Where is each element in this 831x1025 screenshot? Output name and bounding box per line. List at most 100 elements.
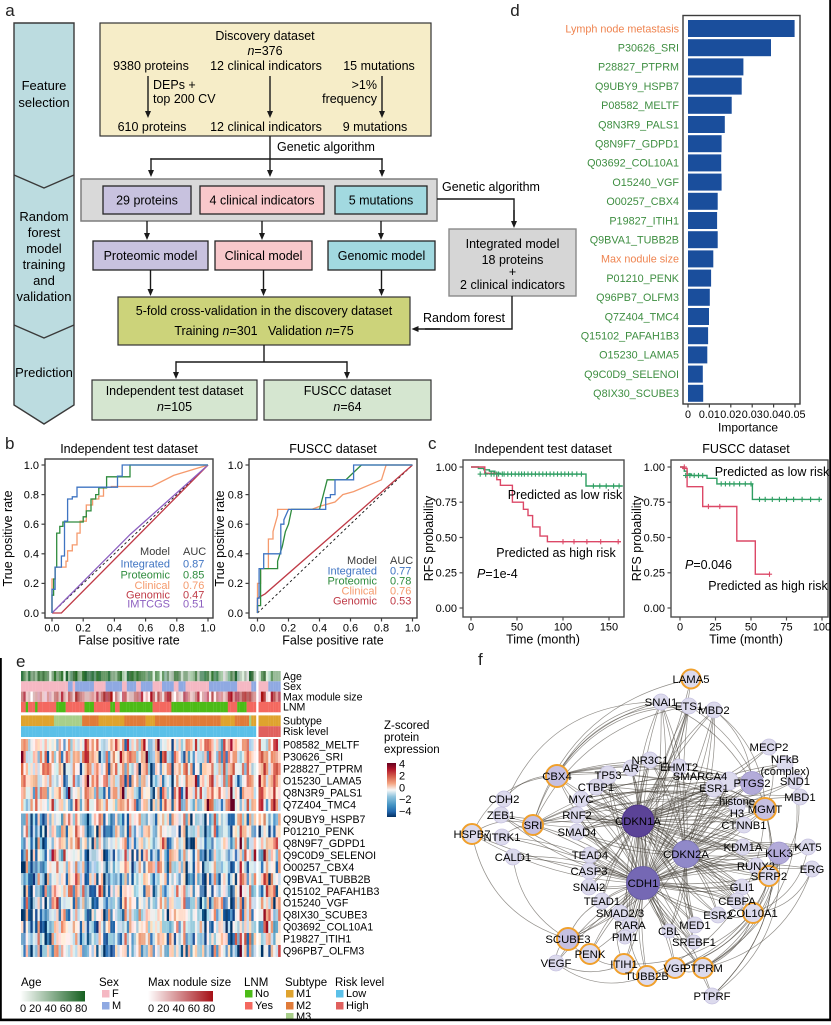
svg-text:GLI1: GLI1 xyxy=(730,882,755,894)
svg-text:Importance: Importance xyxy=(718,421,778,435)
svg-text:RFS probability: RFS probability xyxy=(630,495,644,581)
svg-text:n=376: n=376 xyxy=(247,44,282,58)
svg-text:TUBB2B: TUBB2B xyxy=(625,971,669,983)
svg-text:50: 50 xyxy=(745,622,757,634)
svg-text:610 proteins: 610 proteins xyxy=(118,120,187,134)
svg-text:EHMT2: EHMT2 xyxy=(660,762,698,774)
svg-text:0: 0 xyxy=(468,622,474,634)
svg-text:RUNX2: RUNX2 xyxy=(737,861,775,873)
svg-text:top 200 CV: top 200 CV xyxy=(153,92,216,106)
svg-text:P28827_PTPRM: P28827_PTPRM xyxy=(598,62,679,74)
svg-text:0.87: 0.87 xyxy=(183,559,204,571)
svg-text:+: + xyxy=(509,265,516,279)
svg-text:MYC: MYC xyxy=(568,794,593,806)
svg-text:2: 2 xyxy=(399,770,405,782)
svg-text:NR3C1: NR3C1 xyxy=(631,755,668,767)
svg-text:Predicted as low risk: Predicted as low risk xyxy=(715,465,830,479)
svg-text:0.6: 0.6 xyxy=(138,623,153,635)
svg-text:−2: −2 xyxy=(399,794,412,806)
svg-text:1.0: 1.0 xyxy=(24,460,39,472)
svg-text:Genetic algorithm: Genetic algorithm xyxy=(442,180,540,194)
svg-text:P08582_MELTF: P08582_MELTF xyxy=(283,740,360,752)
svg-text:True positive rate: True positive rate xyxy=(1,490,15,586)
svg-text:RNF2: RNF2 xyxy=(562,810,592,822)
svg-text:MGMT: MGMT xyxy=(748,804,783,816)
svg-text:0.53: 0.53 xyxy=(390,596,411,608)
svg-text:5-fold cross-validation in the: 5-fold cross-validation in the discovery… xyxy=(136,304,393,318)
svg-text:4 clinical indicators: 4 clinical indicators xyxy=(210,194,315,208)
svg-text:Q9C0D9_SELENOI: Q9C0D9_SELENOI xyxy=(283,850,376,862)
svg-text:PTGS2: PTGS2 xyxy=(733,778,770,790)
svg-text:0.0: 0.0 xyxy=(250,623,265,635)
svg-text:0.0: 0.0 xyxy=(44,623,59,635)
svg-text:CDKN1A: CDKN1A xyxy=(615,816,661,828)
svg-text:1.00: 1.00 xyxy=(644,462,665,474)
svg-text:Q8N3R9_PALS1: Q8N3R9_PALS1 xyxy=(598,119,679,131)
svg-text:PIM1: PIM1 xyxy=(612,932,638,944)
svg-text:25: 25 xyxy=(709,622,721,634)
svg-text:Feature: Feature xyxy=(22,78,67,93)
svg-text:Age: Age xyxy=(21,977,41,989)
svg-text:Subtype: Subtype xyxy=(285,977,327,989)
svg-text:>1%: >1% xyxy=(352,78,377,92)
svg-text:0.05: 0.05 xyxy=(784,409,805,421)
svg-text:P28827_PTPRM: P28827_PTPRM xyxy=(283,764,363,776)
svg-text:f: f xyxy=(478,650,483,669)
svg-text:ITIH1: ITIH1 xyxy=(610,959,638,971)
svg-text:TEAD4: TEAD4 xyxy=(572,850,608,862)
svg-text:150: 150 xyxy=(600,622,618,634)
svg-text:SMARCA4: SMARCA4 xyxy=(673,771,728,783)
svg-text:SFRP2: SFRP2 xyxy=(751,871,787,883)
svg-text:Discovery dataset: Discovery dataset xyxy=(215,29,315,43)
svg-text:0.77: 0.77 xyxy=(390,566,411,578)
svg-text:Q03692_COL10A1: Q03692_COL10A1 xyxy=(587,158,679,170)
svg-text:n=64: n=64 xyxy=(333,400,361,414)
svg-text:Q96PB7_OLFM3: Q96PB7_OLFM3 xyxy=(596,292,679,304)
svg-text:CTNNB1: CTNNB1 xyxy=(721,820,766,832)
svg-text:Low: Low xyxy=(346,988,366,1000)
svg-text:Integrated: Integrated xyxy=(327,566,377,578)
svg-text:Independent test dataset: Independent test dataset xyxy=(474,442,612,456)
svg-text:100: 100 xyxy=(554,622,572,634)
svg-text:0.6: 0.6 xyxy=(228,519,243,531)
svg-text:Risk level: Risk level xyxy=(283,726,328,738)
svg-text:O15230_LAMA5: O15230_LAMA5 xyxy=(599,350,679,362)
svg-text:0.76: 0.76 xyxy=(183,580,204,592)
svg-text:0.8: 0.8 xyxy=(374,623,389,635)
svg-text:DEPs +: DEPs + xyxy=(153,78,196,92)
svg-text:MBD1: MBD1 xyxy=(784,792,815,804)
svg-text:Lymph node metastasis: Lymph node metastasis xyxy=(565,23,679,35)
svg-text:P=0.046: P=0.046 xyxy=(685,558,732,572)
svg-text:Predicted as low risk: Predicted as low risk xyxy=(508,488,623,502)
svg-text:CBX4: CBX4 xyxy=(542,771,572,783)
svg-text:FUSCC dataset: FUSCC dataset xyxy=(289,442,377,456)
svg-text:KLK3: KLK3 xyxy=(765,848,793,860)
svg-text:SRI: SRI xyxy=(524,820,543,832)
svg-text:SCUBE3: SCUBE3 xyxy=(545,934,590,946)
svg-text:Q03692_COL10A1: Q03692_COL10A1 xyxy=(283,922,373,934)
svg-text:Independent test dataset: Independent test dataset xyxy=(106,384,244,398)
svg-text:COL10A1: COL10A1 xyxy=(728,908,778,920)
svg-text:Q8IX30_SCUBE3: Q8IX30_SCUBE3 xyxy=(593,388,679,400)
svg-text:1.0: 1.0 xyxy=(405,623,420,635)
svg-text:LNM: LNM xyxy=(283,702,305,714)
svg-text:0.50: 0.50 xyxy=(436,532,457,544)
svg-text:O15240_VGF: O15240_VGF xyxy=(283,898,349,910)
svg-text:NTRK1: NTRK1 xyxy=(483,832,520,844)
svg-text:Subtype: Subtype xyxy=(283,715,322,727)
svg-text:TP53: TP53 xyxy=(594,770,621,782)
svg-text:False positive rate: False positive rate xyxy=(78,634,179,648)
svg-text:P01210_PENK: P01210_PENK xyxy=(283,826,354,838)
svg-text:histone: histone xyxy=(719,796,755,808)
svg-text:O15240_VGF: O15240_VGF xyxy=(612,177,679,189)
svg-text:0.4: 0.4 xyxy=(228,549,243,561)
svg-text:Genomic: Genomic xyxy=(126,590,171,602)
svg-text:0.78: 0.78 xyxy=(390,576,411,588)
svg-text:Proteomic model: Proteomic model xyxy=(104,249,198,263)
svg-text:0 20 40 60 80: 0 20 40 60 80 xyxy=(148,1003,215,1015)
svg-text:Q9C0D9_SELENOI: Q9C0D9_SELENOI xyxy=(584,369,679,381)
svg-text:ZEB1: ZEB1 xyxy=(487,810,515,822)
svg-text:0.4: 0.4 xyxy=(24,549,39,561)
svg-text:LNM: LNM xyxy=(244,977,268,989)
svg-text:0.25: 0.25 xyxy=(436,568,457,580)
